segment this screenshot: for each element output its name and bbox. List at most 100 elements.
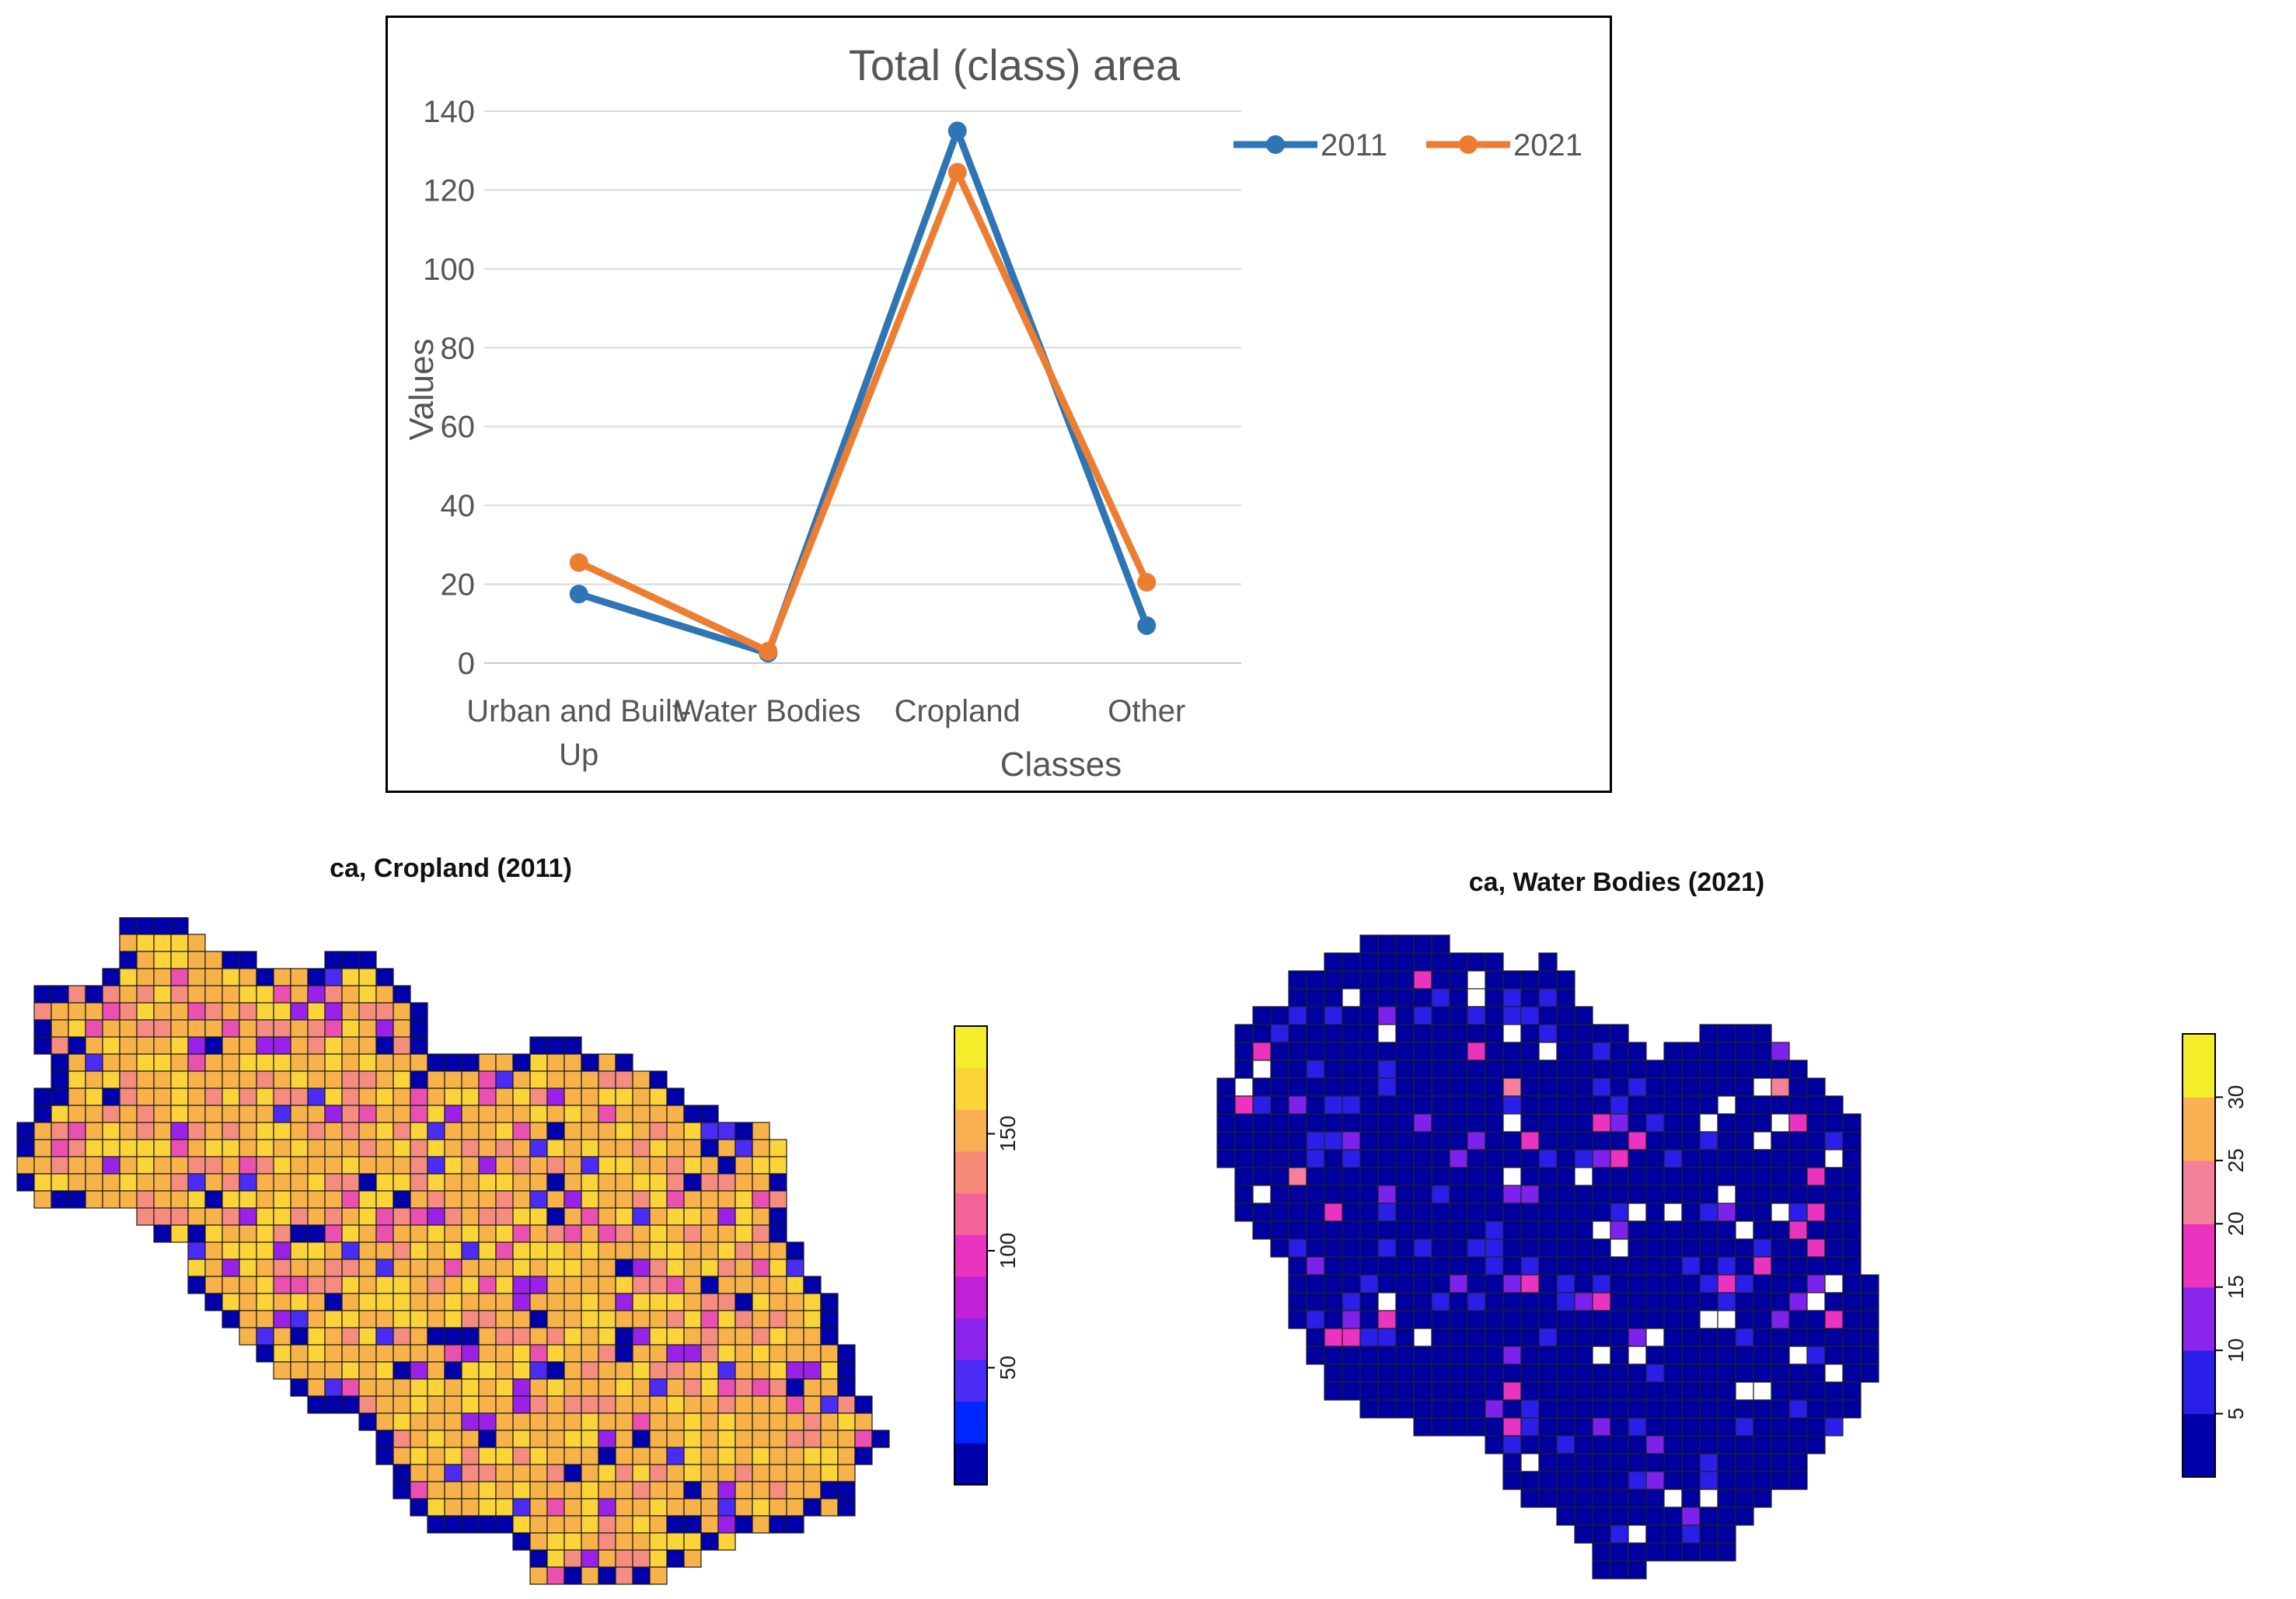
water-cell xyxy=(1592,1042,1611,1061)
water-cell xyxy=(1556,1489,1575,1508)
cropland-cell xyxy=(649,1156,668,1175)
water-colorbar-tick-label: 15 xyxy=(2224,1275,2248,1299)
cropland-cell xyxy=(256,1019,274,1038)
cropland-cell xyxy=(427,1378,445,1397)
cropland-cell xyxy=(512,1173,531,1192)
cropland-cell xyxy=(461,1310,480,1328)
water-cell xyxy=(1824,1381,1844,1401)
water-cell xyxy=(1413,1113,1432,1133)
water-cell xyxy=(1788,1381,1808,1401)
cropland-cell xyxy=(358,1173,377,1192)
water-cell xyxy=(1467,1220,1486,1240)
cropland-cell xyxy=(581,1053,599,1072)
water-cell xyxy=(1788,1363,1808,1383)
water-cell xyxy=(1485,988,1504,1007)
cropland-cell xyxy=(581,1070,599,1089)
cropland-cell xyxy=(273,1122,291,1140)
water-cell xyxy=(1485,1310,1504,1329)
cropland-cell xyxy=(666,1430,685,1448)
water-cell xyxy=(1574,1042,1593,1061)
cropland-cell xyxy=(752,1156,770,1175)
water-cell xyxy=(1574,1060,1593,1079)
water-cell xyxy=(1645,1274,1665,1294)
water-cell xyxy=(1824,1310,1844,1329)
cropland-cell xyxy=(119,968,138,986)
water-cell xyxy=(1842,1381,1862,1401)
water-cell xyxy=(1413,1006,1432,1025)
water-cell xyxy=(1628,1435,1647,1454)
water-cell xyxy=(1431,1024,1450,1043)
water-cell xyxy=(1377,1149,1397,1168)
water-cell xyxy=(1234,1167,1254,1186)
water-cell xyxy=(1788,1399,1808,1419)
cropland-cell xyxy=(632,1207,651,1226)
cropland-cell xyxy=(393,1344,411,1363)
water-cell xyxy=(1359,1399,1379,1419)
cropland-cell xyxy=(358,1293,377,1311)
cropland-cell xyxy=(256,1122,274,1140)
water-cell xyxy=(1663,1310,1683,1329)
water-cell xyxy=(1413,1399,1432,1419)
water-cell xyxy=(1520,1077,1540,1097)
water-cell xyxy=(1413,1060,1432,1079)
water-cell xyxy=(1788,1435,1808,1454)
water-cell xyxy=(1753,1077,1772,1097)
cropland-cell xyxy=(187,1173,206,1192)
water-cell xyxy=(1359,1363,1379,1383)
water-cell xyxy=(1377,934,1397,954)
cropland-cell xyxy=(598,1498,616,1517)
cropland-cell xyxy=(837,1395,856,1414)
cropland-cell xyxy=(153,1088,172,1106)
cropland-cell xyxy=(512,1156,531,1175)
water-cell xyxy=(1252,1060,1272,1079)
cropland-cell xyxy=(581,1566,599,1585)
cropland-cell xyxy=(581,1344,599,1363)
cropland-cell xyxy=(307,1378,326,1397)
cropland-cell xyxy=(222,1259,240,1277)
water-cell xyxy=(1610,1167,1629,1186)
cropland-cell xyxy=(581,1447,599,1465)
water-cell xyxy=(1788,1149,1808,1168)
cropland-cell xyxy=(307,1156,326,1175)
cropland-cell xyxy=(393,1088,411,1106)
cropland-cell xyxy=(564,1207,582,1226)
water-cell xyxy=(1502,1328,1522,1347)
water-cell xyxy=(1592,1542,1611,1562)
cropland-cell xyxy=(102,1070,120,1089)
cropland-cell xyxy=(273,1139,291,1157)
cropland-cell xyxy=(102,1156,120,1175)
cropland-cell xyxy=(358,1310,377,1328)
water-cell xyxy=(1681,1042,1701,1061)
water-cell xyxy=(1395,1381,1415,1401)
cropland-cell xyxy=(256,1344,274,1363)
cropland-cell xyxy=(136,1036,155,1055)
cropland-cell xyxy=(581,1207,599,1226)
cropland-cell xyxy=(85,1190,103,1209)
cropland-cell xyxy=(341,1310,360,1328)
water-cell xyxy=(1788,1077,1808,1097)
cropland-cell xyxy=(649,1549,668,1568)
water-cell xyxy=(1824,1274,1844,1294)
cropland-cell xyxy=(427,1070,445,1089)
cropland-cell xyxy=(769,1156,787,1175)
cropland-cell xyxy=(427,1327,445,1346)
cropland-cell xyxy=(649,1105,668,1123)
water-cell xyxy=(1288,988,1307,1007)
water-cell xyxy=(1342,970,1361,990)
water-cell xyxy=(1681,1506,1701,1526)
water-cell xyxy=(1610,1417,1629,1437)
cropland-cell xyxy=(820,1327,839,1346)
water-cell xyxy=(1681,1363,1701,1383)
water-cell xyxy=(1610,1077,1629,1097)
water-cell xyxy=(1395,1077,1415,1097)
water-cell xyxy=(1502,1131,1522,1150)
cropland-cell xyxy=(752,1139,770,1157)
cropland-cell xyxy=(153,934,172,952)
cropland-cell xyxy=(427,1430,445,1448)
water-cell xyxy=(1324,1185,1343,1204)
water-cell xyxy=(1377,1131,1397,1150)
cropland-cell xyxy=(649,1344,668,1363)
water-cell xyxy=(1449,1167,1468,1186)
water-cell xyxy=(1538,1274,1558,1294)
cropland-cell xyxy=(358,1105,377,1123)
